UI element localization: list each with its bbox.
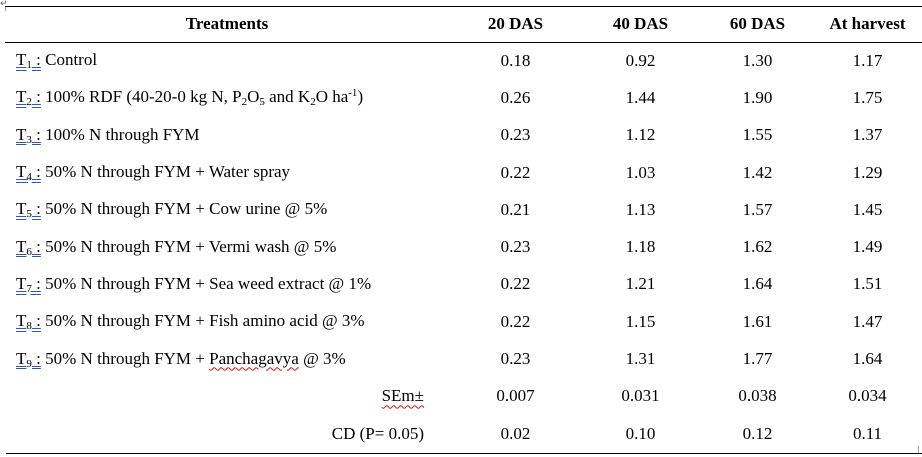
- treatment-code: T4 :: [16, 162, 41, 184]
- table-row: T8 : 50% N through FYM + Fish amino acid…: [5, 303, 919, 340]
- treatment-code: T6 :: [16, 236, 41, 258]
- table-row: T7 : 50% N through FYM + Sea weed extrac…: [5, 266, 919, 303]
- value-at-harvest: 1.37: [852, 125, 883, 145]
- value-40-das: 1.31: [625, 349, 656, 369]
- treatment-cell: T2 : 100% RDF (40-20-0 kg N, P2O5 and K2…: [16, 87, 364, 109]
- table-row: T5 : 50% N through FYM + Cow urine @ 5% …: [5, 191, 919, 228]
- value-40-das: 1.44: [625, 87, 656, 107]
- paragraph-anchor-icon: ↵: [0, 0, 8, 9]
- value-20-das: 0.23: [500, 349, 531, 369]
- value-60-das: 1.30: [742, 50, 773, 70]
- value-40-das: 1.18: [625, 237, 656, 257]
- value-60-das: 1.64: [742, 274, 773, 294]
- value-40-das: 1.15: [625, 311, 656, 331]
- treatment-code: T3 :: [16, 124, 41, 146]
- treatment-code: T8 :: [16, 311, 41, 333]
- value-60-das: 1.62: [742, 237, 773, 257]
- header-at-harvest: At harvest: [829, 14, 906, 33]
- table-row: T2 : 100% RDF (40-20-0 kg N, P2O5 and K2…: [5, 79, 919, 116]
- value-60-das: 1.55: [742, 125, 773, 145]
- table-row: T3 : 100% N through FYM 0.23 1.12 1.55 1…: [5, 117, 919, 154]
- treatment-cell: T8 : 50% N through FYM + Fish amino acid…: [16, 311, 365, 333]
- value-20-das: 0.21: [500, 199, 531, 219]
- value-at-harvest: 1.51: [852, 274, 883, 294]
- value-at-harvest: 1.47: [852, 311, 883, 331]
- cd-label: CD (P= 0.05): [331, 423, 424, 443]
- treatment-cell: T3 : 100% N through FYM: [16, 124, 200, 146]
- sem-20-das: 0.007: [496, 386, 535, 406]
- cd-60-das: 0.12: [742, 423, 773, 443]
- table-corner-mark: [913, 446, 919, 454]
- treatment-cell: T7 : 50% N through FYM + Sea weed extrac…: [16, 273, 372, 295]
- value-40-das: 1.21: [625, 274, 656, 294]
- value-20-das: 0.22: [500, 162, 531, 182]
- value-40-das: 0.92: [625, 50, 656, 70]
- treatment-cell: T4 : 50% N through FYM + Water spray: [16, 162, 291, 184]
- value-20-das: 0.22: [500, 311, 531, 331]
- cd-20-das: 0.02: [500, 423, 531, 443]
- table-top-rule: [5, 6, 922, 7]
- treatment-code: T7 :: [16, 273, 41, 295]
- cd-at-harvest: 0.11: [852, 423, 883, 443]
- value-at-harvest: 1.64: [852, 349, 883, 369]
- value-20-das: 0.23: [500, 125, 531, 145]
- table-corner-mark: [5, 6, 13, 11]
- header-treatments: Treatments: [185, 14, 269, 33]
- table-row: T1 : Control 0.18 0.92 1.30 1.17: [5, 42, 919, 79]
- header-60-das: 60 DAS: [729, 14, 786, 33]
- treatment-code: T1 :: [16, 50, 41, 72]
- value-40-das: 1.12: [625, 125, 656, 145]
- value-at-harvest: 1.49: [852, 237, 883, 257]
- cd-row: CD (P= 0.05) 0.02 0.10 0.12 0.11: [5, 415, 919, 452]
- table-row: T4 : 50% N through FYM + Water spray 0.2…: [5, 154, 919, 191]
- spellcheck-word: Panchagavya: [209, 348, 299, 368]
- sem-label: SEm±: [381, 386, 424, 406]
- treatment-cell: T1 : Control: [16, 50, 98, 72]
- treatment-code: T9 :: [16, 348, 41, 370]
- value-20-das: 0.23: [500, 237, 531, 257]
- treatment-code: T5 :: [16, 199, 41, 221]
- treatment-cell: T9 : 50% N through FYM + Panchagavya @ 3…: [16, 348, 346, 370]
- value-20-das: 0.22: [500, 274, 531, 294]
- value-40-das: 1.03: [625, 162, 656, 182]
- value-20-das: 0.18: [500, 50, 531, 70]
- table-bottom-rule: [6, 453, 922, 454]
- treatment-cell: T5 : 50% N through FYM + Cow urine @ 5%: [16, 199, 328, 221]
- treatment-cell: T6 : 50% N through FYM + Vermi wash @ 5%: [16, 236, 337, 258]
- value-60-das: 1.57: [742, 199, 773, 219]
- value-at-harvest: 1.17: [852, 50, 883, 70]
- value-60-das: 1.42: [742, 162, 773, 182]
- value-at-harvest: 1.45: [852, 199, 883, 219]
- value-at-harvest: 1.29: [852, 162, 883, 182]
- value-20-das: 0.26: [500, 87, 531, 107]
- value-60-das: 1.77: [742, 349, 773, 369]
- header-40-das: 40 DAS: [612, 14, 669, 33]
- table-row: T9 : 50% N through FYM + Panchagavya @ 3…: [5, 340, 919, 377]
- table-header-rule: [5, 42, 922, 43]
- value-at-harvest: 1.75: [852, 87, 883, 107]
- sem-40-das: 0.031: [621, 386, 660, 406]
- header-20-das: 20 DAS: [487, 14, 544, 33]
- treatment-code: T2 :: [16, 87, 41, 109]
- cd-40-das: 0.10: [625, 423, 656, 443]
- table-header-row: Treatments 20 DAS 40 DAS 60 DAS At harve…: [5, 6, 919, 42]
- treatments-table: Treatments 20 DAS 40 DAS 60 DAS At harve…: [5, 6, 919, 452]
- sem-at-harvest: 0.034: [848, 386, 887, 406]
- sem-60-das: 0.038: [738, 386, 777, 406]
- sem-row: SEm± 0.007 0.031 0.038 0.034: [5, 378, 919, 415]
- value-40-das: 1.13: [625, 199, 656, 219]
- value-60-das: 1.61: [742, 311, 773, 331]
- value-60-das: 1.90: [742, 87, 773, 107]
- table-row: T6 : 50% N through FYM + Vermi wash @ 5%…: [5, 228, 919, 265]
